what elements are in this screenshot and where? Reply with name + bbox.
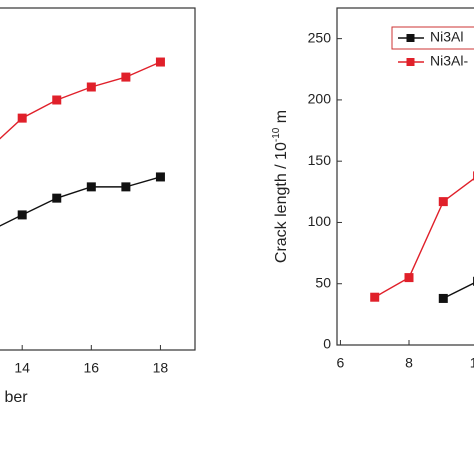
marker bbox=[155, 57, 165, 67]
y-axis-label: Crack length / 10-10 m bbox=[271, 110, 291, 263]
y-tick-label: 50 bbox=[315, 274, 331, 290]
x-axis-label: ber bbox=[4, 389, 28, 406]
marker bbox=[86, 182, 96, 192]
marker bbox=[52, 193, 62, 203]
marker bbox=[52, 95, 62, 105]
legend-label: Ni3Al- bbox=[430, 53, 468, 69]
marker bbox=[121, 182, 131, 192]
marker bbox=[370, 292, 380, 302]
series-line bbox=[442, 282, 474, 300]
marker bbox=[86, 82, 96, 92]
x-tick-label: 18 bbox=[153, 360, 169, 376]
series-line bbox=[374, 177, 474, 298]
y-tick-label: 150 bbox=[308, 152, 332, 168]
marker bbox=[404, 273, 414, 283]
x-tick-label: 10 bbox=[470, 355, 474, 371]
marker bbox=[438, 197, 448, 207]
marker bbox=[438, 293, 448, 303]
y-tick-label: 0 bbox=[323, 336, 331, 352]
series-line bbox=[0, 61, 161, 140]
x-tick-label: 8 bbox=[405, 355, 413, 371]
y-axis-label-unit: m bbox=[273, 110, 290, 128]
legend-marker bbox=[406, 58, 415, 66]
x-tick-label: 6 bbox=[337, 355, 345, 371]
legend-marker bbox=[406, 34, 415, 42]
marker bbox=[17, 210, 27, 220]
series-line bbox=[0, 176, 161, 227]
legend-label: Ni3Al bbox=[430, 29, 463, 45]
x-tick-label: 16 bbox=[84, 360, 100, 376]
marker bbox=[155, 172, 165, 182]
plot-frame bbox=[0, 7, 196, 351]
y-axis-label-main: Crack length / 10 bbox=[273, 142, 290, 263]
y-tick-label: 250 bbox=[308, 29, 332, 45]
legend-frame bbox=[391, 26, 474, 50]
marker bbox=[17, 113, 27, 123]
y-axis-label-exp: -10 bbox=[271, 127, 282, 142]
y-tick-label: 100 bbox=[308, 213, 332, 229]
y-tick-label: 200 bbox=[308, 91, 332, 107]
x-tick-label: 14 bbox=[14, 360, 30, 376]
marker bbox=[121, 72, 131, 82]
